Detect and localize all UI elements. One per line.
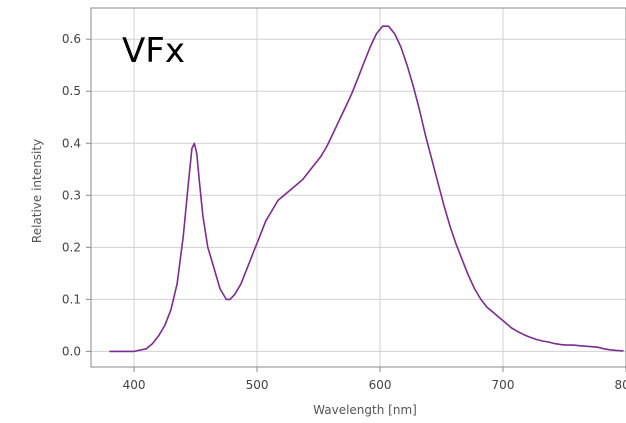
y-tick-label: 0.2 (62, 240, 81, 254)
x-tick-label: 600 (369, 378, 392, 392)
x-tick-label: 800 (615, 378, 626, 392)
y-axis-label: Relative intensity (30, 139, 44, 243)
grid-lines (91, 8, 626, 367)
x-tick-label: 700 (492, 378, 515, 392)
intensity-line (109, 25, 624, 353)
x-axis-label: Wavelength [nm] (313, 403, 417, 417)
y-tick-label: 0.4 (62, 136, 81, 150)
y-tick-label: 0.1 (62, 292, 81, 306)
y-tick-label: 0.5 (62, 84, 81, 98)
plot-frame (90, 7, 626, 368)
chart-annotation: VFx (122, 31, 185, 71)
x-tick-label: 400 (123, 378, 146, 392)
y-axis-ticks: 0.0 0.1 0.2 0.3 0.4 0.5 0.6 (62, 32, 91, 358)
y-tick-label: 0.6 (62, 32, 81, 46)
x-axis-ticks: 400 500 600 700 800 (123, 367, 626, 392)
y-tick-label: 0.0 (62, 344, 81, 358)
x-tick-label: 500 (246, 378, 269, 392)
y-tick-label: 0.3 (62, 188, 81, 202)
